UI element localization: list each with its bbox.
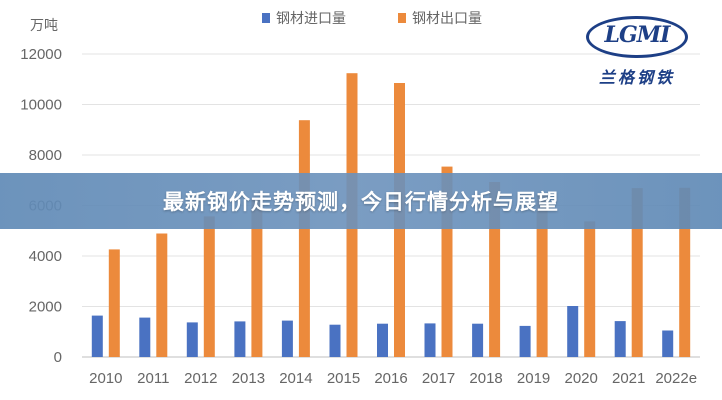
bar-import-2010 bbox=[91, 315, 103, 357]
bar-export-2013 bbox=[251, 199, 263, 357]
x-tick-label: 2015 bbox=[327, 370, 360, 387]
legend-label-export: 钢材出口量 bbox=[412, 11, 482, 27]
bar-export-2020 bbox=[584, 221, 596, 357]
bar-export-2010 bbox=[108, 249, 120, 357]
y-tick-label: 12000 bbox=[20, 46, 62, 63]
bar-export-2018 bbox=[489, 182, 501, 357]
y-tick-label: 0 bbox=[54, 349, 62, 366]
bar-export-2022e bbox=[679, 187, 691, 357]
x-tick-label: 2012 bbox=[184, 370, 217, 387]
x-axis-ticks: 2010 2011 2012 2013 2014 2015 2016 2017 2018 2019… bbox=[89, 370, 697, 387]
bar-import-2011 bbox=[139, 317, 151, 357]
x-tick-label: 2019 bbox=[517, 370, 550, 387]
x-tick-label: 2018 bbox=[469, 370, 502, 387]
x-tick-label: 2021 bbox=[612, 370, 645, 387]
bar-export-2021 bbox=[631, 188, 643, 357]
bar-import-2021 bbox=[614, 321, 626, 357]
legend-swatch-import bbox=[262, 13, 270, 23]
bar-import-2020 bbox=[567, 306, 579, 357]
legend-swatch-export bbox=[398, 13, 406, 23]
bar-import-2015 bbox=[329, 324, 341, 357]
x-tick-label: 2020 bbox=[565, 370, 598, 387]
y-tick-label: 4000 bbox=[29, 248, 62, 265]
bar-import-2017 bbox=[424, 323, 436, 357]
bar-export-2012 bbox=[203, 216, 215, 357]
x-tick-label: 2014 bbox=[279, 370, 312, 387]
x-tick-label: 2013 bbox=[232, 370, 265, 387]
logo-mark: LGMI bbox=[604, 22, 671, 48]
legend: 钢材进口量 钢材出口量 bbox=[262, 11, 482, 27]
bar-export-2014 bbox=[298, 120, 310, 357]
y-axis-unit-label: 万吨 bbox=[30, 18, 58, 34]
bar-import-2012 bbox=[186, 322, 198, 357]
logo-subtitle: 兰格钢铁 bbox=[598, 68, 675, 87]
bar-import-2016 bbox=[377, 323, 388, 357]
legend-label-import: 钢材进口量 bbox=[276, 11, 346, 27]
brand-logo: LGMI 兰格钢铁 bbox=[584, 12, 690, 92]
bar-import-2014 bbox=[281, 320, 293, 357]
y-tick-label: 8000 bbox=[29, 147, 62, 164]
bar-export-2017 bbox=[441, 166, 453, 357]
bar-export-2011 bbox=[156, 233, 168, 357]
bar-import-2013 bbox=[234, 321, 246, 357]
y-tick-label: 2000 bbox=[29, 299, 62, 316]
x-tick-label: 2010 bbox=[89, 370, 122, 387]
headline-banner: 最新钢价走势预测，今日行情分析与展望 bbox=[0, 173, 722, 229]
bar-import-2019 bbox=[519, 325, 531, 357]
x-tick-label: 2016 bbox=[374, 370, 407, 387]
x-tick-label: 2017 bbox=[422, 370, 455, 387]
y-tick-label: 10000 bbox=[20, 97, 62, 114]
bar-import-2022e bbox=[662, 330, 674, 357]
headline-title: 最新钢价走势预测，今日行情分析与展望 bbox=[163, 190, 559, 214]
x-tick-label: 2022e bbox=[655, 370, 697, 387]
bar-import-2018 bbox=[472, 323, 484, 357]
bar-export-2019 bbox=[536, 194, 548, 357]
logo-ellipse-icon bbox=[586, 16, 688, 58]
x-tick-label: 2011 bbox=[137, 370, 169, 387]
